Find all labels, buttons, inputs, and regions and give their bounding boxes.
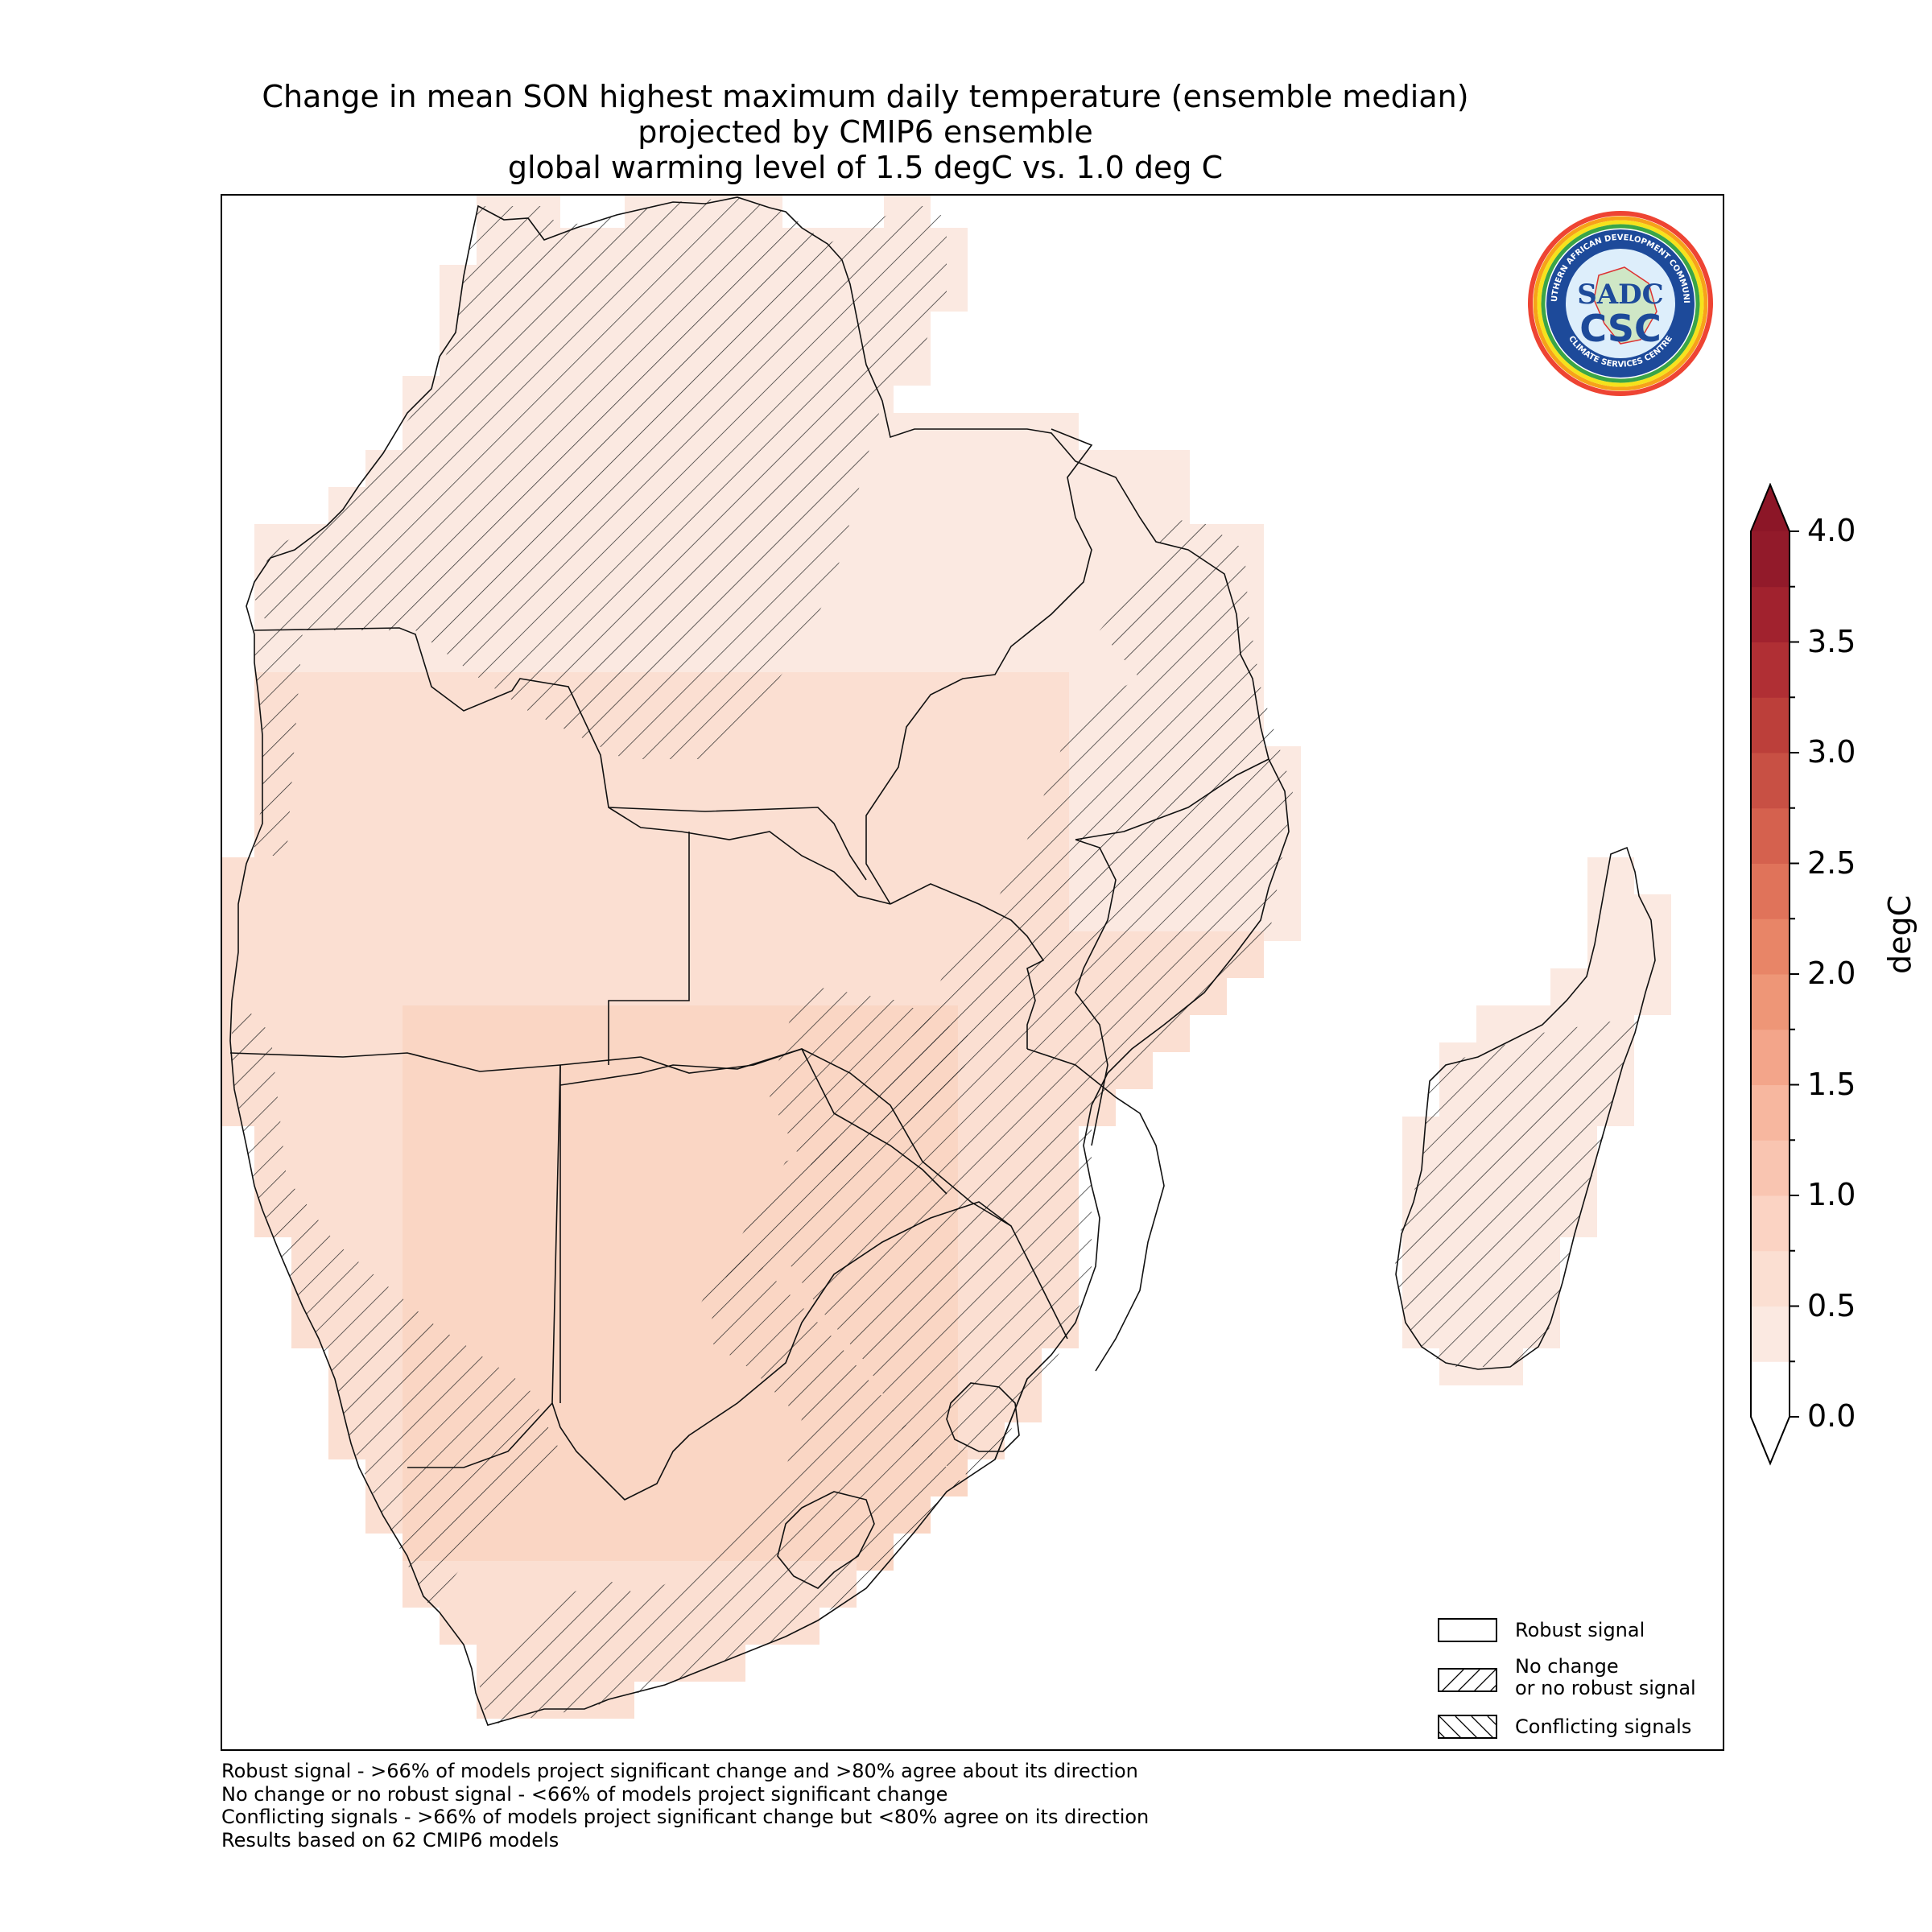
hatch-east <box>689 518 1293 1484</box>
hatch-center <box>770 985 979 1178</box>
colorbar-segment <box>1751 642 1790 698</box>
border-angola-drc <box>254 627 891 905</box>
colorbar-segment <box>1751 1195 1790 1252</box>
legend-item-robust: Robust signal <box>1438 1616 1711 1665</box>
legend-item-conflicting: Conflicting signals <box>1438 1713 1711 1749</box>
colorbar-title: degC <box>1882 894 1918 974</box>
colorbar-segment <box>1751 1029 1790 1085</box>
colorbar-tick-label: 0.5 <box>1807 1287 1856 1323</box>
map-frame: SADC CSC SOUTHERN AFRICAN DEVELOPMENT CO… <box>221 194 1724 1751</box>
title-line-3: global warming level of 1.5 degC vs. 1.0… <box>507 150 1224 185</box>
border-angola-zambia-east <box>608 832 690 1065</box>
colorbar-tick-label: 2.5 <box>1807 844 1856 881</box>
colorbar-tick-label: 3.5 <box>1807 623 1856 659</box>
sadc-logo: SADC CSC SOUTHERN AFRICAN DEVELOPMENT CO… <box>1524 204 1713 396</box>
footnote-1: Robust signal - >66% of models project s… <box>221 1760 1138 1782</box>
colorbar-tick-label: 4.0 <box>1807 513 1856 548</box>
colorbar <box>1750 483 1799 1466</box>
country-borders <box>229 196 1656 1726</box>
colorbar-tick-label: 3.0 <box>1807 734 1856 770</box>
colorbar-segment <box>1751 1306 1790 1362</box>
legend-swatch-plain <box>1438 1618 1497 1642</box>
map-canvas: SADC CSC SOUTHERN AFRICAN DEVELOPMENT CO… <box>222 196 1713 1726</box>
legend-label-no-change-1: No change <box>1515 1655 1619 1678</box>
title-line-2: projected by CMIP6 ensemble <box>638 114 1093 150</box>
colorbar-segment <box>1751 863 1790 919</box>
border-lesotho <box>777 1491 875 1589</box>
footnote-2: No change or no robust signal - <66% of … <box>221 1782 948 1806</box>
colorbar-segment <box>1751 531 1790 588</box>
colorbar-segment <box>1751 1140 1790 1196</box>
footnote-4: Results based on 62 CMIP6 models <box>221 1828 559 1852</box>
map-title: Change in mean SON highest maximum daily… <box>221 79 1509 185</box>
colorbar-segment <box>1751 1084 1790 1141</box>
hatch-south <box>476 1242 963 1725</box>
border-mozambique-sa <box>994 1378 1028 1460</box>
title-line-1: Change in mean SON highest maximum daily… <box>262 79 1469 114</box>
logo-monogram: SADC <box>1577 279 1663 311</box>
colorbar-extend-min <box>1751 1417 1790 1463</box>
border-botswana-east <box>559 1048 947 1195</box>
colorbar-tick-label: 0.0 <box>1807 1398 1856 1434</box>
hatch-northwest-coast <box>254 630 303 856</box>
border-eswatini <box>946 1382 1020 1452</box>
border-zambia-zimbabwe <box>640 1048 1012 1227</box>
colorbar-extend-max <box>1751 485 1790 531</box>
colorbar-segment <box>1751 1361 1790 1418</box>
border-drc-tanzania <box>865 428 1093 905</box>
footnote-3: Conflicting signals - >66% of models pro… <box>221 1806 1150 1828</box>
border-malawi <box>1075 839 1117 1146</box>
colorbar-segment <box>1751 807 1790 864</box>
legend-label-robust: Robust signal <box>1515 1619 1645 1641</box>
colorbar-segment <box>1751 697 1790 753</box>
legend-label-no-change-2: or no robust signal <box>1515 1677 1696 1699</box>
legend-swatch-forward-hatch <box>1438 1668 1497 1692</box>
colorbar-segment <box>1751 1250 1790 1307</box>
hatch-north <box>254 197 947 759</box>
hatching-no-robust-signal <box>230 197 1639 1725</box>
colorbar-segment <box>1751 753 1790 809</box>
mainland-coastline <box>229 196 1290 1726</box>
border-zambia-mozambique <box>1026 1048 1165 1372</box>
border-namibia-botswana <box>407 1064 561 1468</box>
footnotes: Robust signal - >66% of models project s… <box>221 1760 1149 1852</box>
madagascar-coastline <box>1395 846 1656 1370</box>
logo-acronym: CSC <box>1579 307 1662 350</box>
legend-label-conflicting: Conflicting signals <box>1515 1715 1692 1738</box>
border-tanzania-mozambique <box>1075 758 1269 840</box>
colorbar-tick-label: 1.5 <box>1807 1066 1856 1102</box>
colorbar-tick-label: 1.0 <box>1807 1177 1856 1212</box>
border-drc-zambia <box>890 883 1045 1049</box>
colorbar-segment <box>1751 974 1790 1030</box>
border-angola-zambia <box>608 807 867 881</box>
border-angola-namibia <box>229 1052 642 1072</box>
colorbar-tick-label: 2.0 <box>1807 956 1856 991</box>
colorbar-segment <box>1751 586 1790 642</box>
border-botswana-sa <box>551 1201 1068 1501</box>
hatch-west-coast <box>230 1001 560 1629</box>
legend-swatch-back-hatch <box>1438 1715 1497 1739</box>
hatch-madagascar <box>1393 1017 1639 1367</box>
colorbar-segment <box>1751 919 1790 975</box>
legend-item-no-change: No change or no robust signal <box>1438 1655 1711 1703</box>
